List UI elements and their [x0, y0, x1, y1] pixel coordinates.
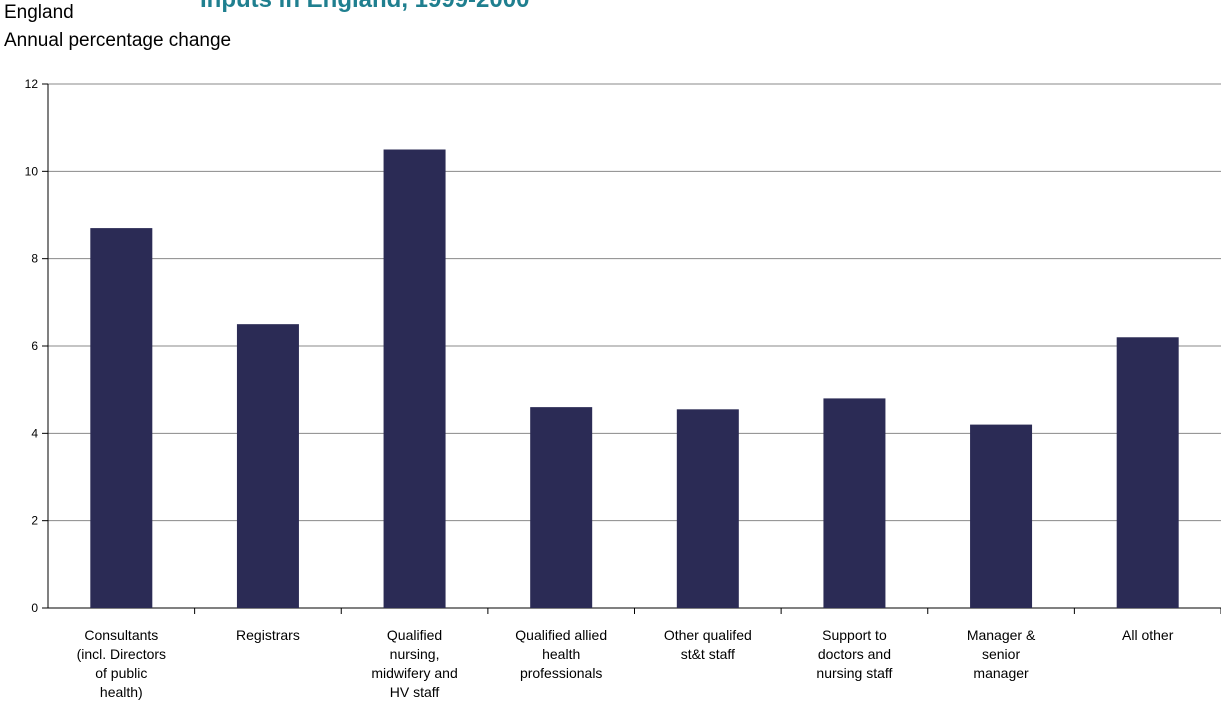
- bar: [236, 324, 299, 608]
- category-label: Support to: [822, 627, 887, 643]
- category-label: nursing,: [390, 646, 440, 662]
- category-label: of public: [95, 665, 147, 681]
- y-tick-label: 2: [31, 514, 38, 528]
- category-label: nursing staff: [816, 665, 892, 681]
- category-label: professionals: [520, 665, 603, 681]
- bar: [676, 409, 739, 608]
- bar: [1116, 337, 1179, 608]
- y-tick-label: 6: [31, 339, 38, 353]
- region-label: England: [4, 2, 74, 23]
- category-label: Qualified allied: [515, 627, 607, 643]
- category-label: All other: [1122, 627, 1174, 643]
- y-tick-label: 0: [31, 601, 38, 615]
- category-label: midwifery and: [371, 665, 457, 681]
- category-label: senior: [982, 646, 1020, 662]
- y-tick-label: 8: [31, 252, 38, 266]
- category-label: Consultants: [84, 627, 158, 643]
- bar: [530, 407, 593, 608]
- y-tick-label: 4: [31, 426, 38, 440]
- category-label: Qualified: [387, 627, 442, 643]
- category-label: st&t staff: [681, 646, 735, 662]
- category-label: doctors and: [818, 646, 891, 662]
- category-label: Registrars: [236, 627, 300, 643]
- category-label: Other qualifed: [664, 627, 752, 643]
- category-label: health): [100, 684, 143, 700]
- y-axis-label: Annual percentage change: [4, 30, 232, 51]
- y-tick-label: 10: [25, 164, 39, 178]
- category-label: health: [542, 646, 580, 662]
- y-tick-label: 12: [25, 77, 39, 91]
- category-label: (incl. Directors: [77, 646, 166, 662]
- category-label: manager: [973, 665, 1029, 681]
- chart-title: Inputs in England, 1999-2000: [200, 0, 529, 14]
- bar: [823, 398, 886, 608]
- category-label: HV staff: [390, 684, 440, 700]
- bar: [90, 228, 153, 608]
- bar: [383, 149, 446, 608]
- bar: [970, 424, 1033, 608]
- category-label: Manager &: [967, 627, 1036, 643]
